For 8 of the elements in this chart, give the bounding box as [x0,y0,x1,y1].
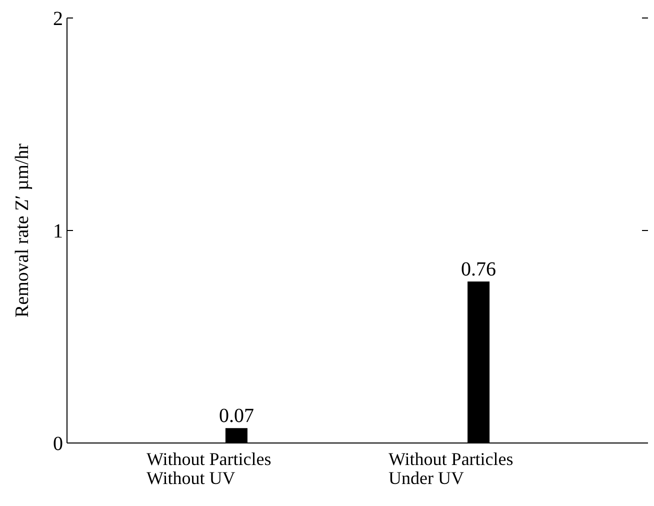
y-axis-title: Removal rate Z′ µm/hr [12,142,33,318]
x-tick-label: Without Particles Under UV [388,449,514,488]
data-label: 0.07 [218,405,254,428]
data-label: 0.76 [461,258,496,280]
y-tick-label: 2 [53,8,63,30]
y-tick-label: 0 [53,433,63,455]
y-tick-label: 1 [53,220,63,242]
x-tick-label: Without Particles Without UV [146,449,272,488]
